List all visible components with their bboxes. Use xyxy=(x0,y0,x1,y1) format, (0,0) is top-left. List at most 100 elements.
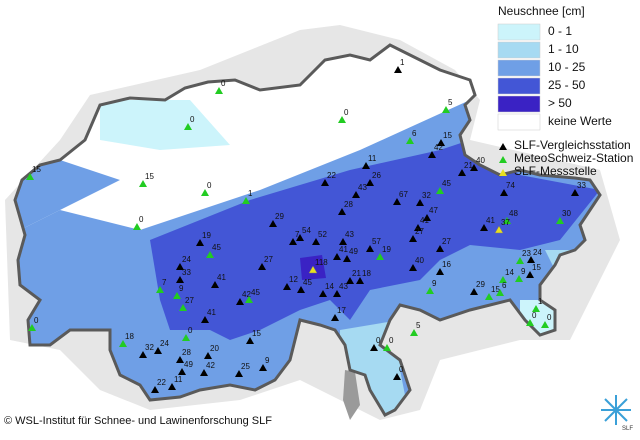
logo-text: SLF xyxy=(622,426,633,432)
station-value: 9 xyxy=(432,279,437,288)
station-marker xyxy=(312,238,320,245)
station-marker xyxy=(485,293,493,300)
station-value: 0 xyxy=(34,316,39,325)
legend-swatch xyxy=(497,59,541,77)
station-value: 15 xyxy=(252,329,261,338)
station-value: 42 xyxy=(242,290,251,299)
station-marker xyxy=(500,189,508,196)
station-marker xyxy=(436,268,444,275)
station-value: 45 xyxy=(212,243,221,252)
station-marker xyxy=(516,257,524,264)
station-value: 0 xyxy=(399,365,404,374)
station-marker xyxy=(296,234,304,241)
station-value: 18 xyxy=(362,269,371,278)
station-value: 42 xyxy=(206,361,215,370)
legend-label: 1 - 10 xyxy=(548,42,579,56)
station-value: 24 xyxy=(533,248,542,257)
station-marker xyxy=(338,116,346,123)
station-value: 20 xyxy=(210,344,219,353)
station-value: 41 xyxy=(339,245,348,254)
legend-swatch xyxy=(497,41,541,59)
station-marker xyxy=(436,245,444,252)
station-value: 9 xyxy=(179,284,184,293)
station-marker xyxy=(338,208,346,215)
station-marker xyxy=(242,197,250,204)
station-marker xyxy=(458,169,466,176)
station-marker xyxy=(182,334,190,341)
station-value: 41 xyxy=(486,216,495,225)
station-value: 45 xyxy=(251,288,260,297)
station-value: 41 xyxy=(207,308,216,317)
legend-label: > 50 xyxy=(548,96,572,110)
station-value: 0 xyxy=(532,311,537,320)
station-value: 15 xyxy=(145,172,154,181)
station-value: 57 xyxy=(372,237,381,246)
station-value: 1 xyxy=(248,189,253,198)
station-marker xyxy=(356,277,364,284)
station-marker xyxy=(470,164,478,171)
station-value: 22 xyxy=(157,378,166,387)
station-marker xyxy=(283,283,291,290)
station-value: 0 xyxy=(376,336,381,345)
station-value: 22 xyxy=(327,171,336,180)
station-marker xyxy=(470,288,478,295)
station-marker xyxy=(370,344,378,351)
station-value: 7 xyxy=(295,230,300,239)
station-marker xyxy=(393,373,401,380)
station-value: 0 xyxy=(188,326,193,335)
station-value: 15 xyxy=(491,285,500,294)
station-value: 43 xyxy=(339,282,348,291)
station-marker xyxy=(156,286,164,293)
station-marker xyxy=(269,220,277,227)
station-marker xyxy=(259,364,267,371)
station-value: 28 xyxy=(344,200,353,209)
legend-symbol xyxy=(499,169,507,176)
station-marker xyxy=(526,319,534,326)
legend-label: 10 - 25 xyxy=(548,60,586,74)
legend-swatch xyxy=(497,95,541,113)
station-marker xyxy=(246,337,254,344)
station-value: 14 xyxy=(325,282,334,291)
station-value: 33 xyxy=(577,181,586,190)
station-value: 24 xyxy=(160,339,169,348)
station-value: 0 xyxy=(139,215,144,224)
station-marker xyxy=(176,276,184,283)
station-marker xyxy=(496,289,504,296)
station-marker xyxy=(428,151,436,158)
station-value: 40 xyxy=(415,256,424,265)
station-marker xyxy=(154,347,162,354)
station-value: 45 xyxy=(303,278,312,287)
station-value: 45 xyxy=(442,179,451,188)
station-marker xyxy=(196,239,204,246)
station-value: 11 xyxy=(368,154,377,163)
station-marker xyxy=(184,123,192,130)
station-marker xyxy=(414,224,422,231)
station-marker xyxy=(258,263,266,270)
station-value: 18 xyxy=(125,332,134,341)
station-marker xyxy=(410,329,418,336)
station-value: 42 xyxy=(434,143,443,152)
station-marker xyxy=(321,179,329,186)
station-marker xyxy=(28,324,36,331)
credit: © WSL-Institut für Schnee- und Lawinenfo… xyxy=(4,415,272,427)
station-value: 37 xyxy=(501,218,510,227)
station-marker xyxy=(178,368,186,375)
legend-symbol-label: SLF-Vergleichsstation xyxy=(514,138,631,152)
station-value: 47 xyxy=(429,206,438,215)
station-value: 27 xyxy=(442,237,451,246)
station-marker xyxy=(235,370,243,377)
station-value: 19 xyxy=(382,245,391,254)
station-marker xyxy=(176,356,184,363)
station-value: 16 xyxy=(442,260,451,269)
station-marker xyxy=(376,253,384,260)
station-marker xyxy=(499,276,507,283)
station-marker xyxy=(168,383,176,390)
station-marker xyxy=(201,316,209,323)
station-value: 29 xyxy=(476,280,485,289)
station-value: 23 xyxy=(522,249,531,258)
station-marker xyxy=(494,225,504,234)
station-value: 11 xyxy=(174,375,183,384)
station-marker xyxy=(527,256,535,263)
station-value: 118 xyxy=(315,258,328,267)
station-marker xyxy=(333,290,341,297)
